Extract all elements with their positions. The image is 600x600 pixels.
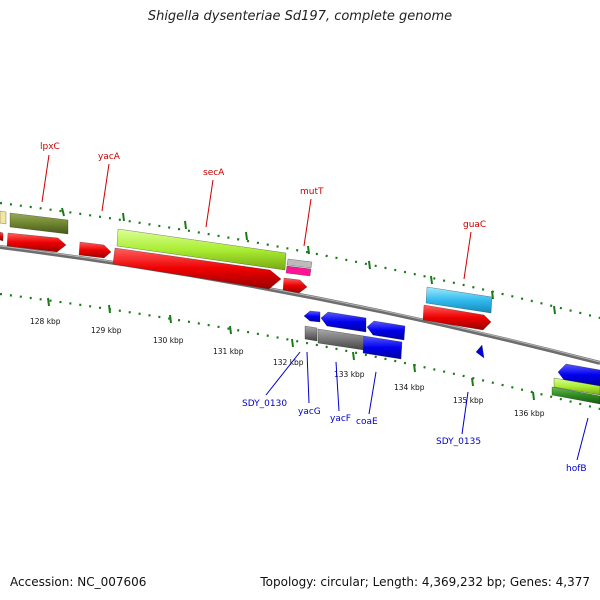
gene-label-guaC: guaC: [463, 220, 486, 230]
gene-bar-yellow[interactable]: [0, 210, 7, 225]
gene-bar-olive[interactable]: [9, 212, 69, 235]
gene-bar-blue[interactable]: [362, 335, 403, 360]
reverse-leaders: [265, 351, 589, 461]
genome-backbone: [0, 245, 600, 365]
forward-features: [0, 210, 493, 331]
kbp-label: 130 kbp: [153, 336, 184, 345]
gene-label-SDY_0130: SDY_0130: [242, 399, 287, 409]
gene-arrow-red[interactable]: [282, 277, 308, 294]
gene-arrow-red[interactable]: [0, 231, 4, 242]
gene-arrow-red[interactable]: [422, 304, 492, 331]
gene-bar-green[interactable]: [551, 386, 600, 405]
gene-label-yacA: yacA: [98, 152, 121, 162]
gene-label-coaE: coaE: [356, 417, 378, 427]
gene-bar-pink[interactable]: [285, 265, 312, 277]
kbp-label: 128 kbp: [30, 317, 61, 326]
gene-arrow-red[interactable]: [112, 247, 282, 290]
gene-arrow-blue[interactable]: [366, 320, 406, 341]
gene-arrow-red[interactable]: [78, 241, 112, 259]
gene-label-hofB: hofB: [566, 464, 587, 474]
gene-bar-grey[interactable]: [304, 325, 318, 342]
gene-arrow-red[interactable]: [6, 232, 67, 253]
map-title: Shigella dysenteriae Sd197, complete gen…: [147, 9, 453, 24]
kbp-label: 134 kbp: [394, 383, 425, 392]
gene-bar-grey[interactable]: [317, 328, 365, 351]
forward-leaders: [41, 154, 472, 280]
reverse-features: [303, 310, 600, 405]
accession-text: Accession: NC_007606: [10, 575, 147, 589]
gene-label-mutT: mutT: [300, 187, 324, 197]
major-ticks: [47, 207, 556, 401]
gene-label-yacF: yacF: [330, 414, 351, 424]
gene-label-yacG: yacG: [298, 407, 321, 417]
kbp-label: 132 kbp: [273, 358, 304, 367]
kbp-label: 133 kbp: [334, 370, 365, 379]
gene-bar-grey[interactable]: [286, 258, 313, 269]
gene-bar-cyan[interactable]: [425, 286, 493, 314]
kbp-label: 129 kbp: [91, 326, 122, 335]
reverse-tick-track: [0, 292, 600, 411]
gene-label-lpxC: lpxC: [40, 142, 60, 152]
gene-bar-lime[interactable]: [116, 228, 287, 271]
kbp-label: 131 kbp: [213, 347, 244, 356]
gene-label-secA: secA: [203, 168, 225, 178]
gene-arrow-blue[interactable]: [320, 311, 367, 333]
gene-arrow-blue[interactable]: [475, 344, 485, 359]
gene-label-SDY_0135: SDY_0135: [436, 437, 481, 447]
kbp-label: 136 kbp: [514, 409, 545, 418]
genome-summary-text: Topology: circular; Length: 4,369,232 bp…: [260, 575, 590, 589]
gene-arrow-blue[interactable]: [303, 310, 321, 323]
gene-bar-lime[interactable]: [553, 377, 600, 396]
kbp-label: 135 kbp: [453, 396, 484, 405]
